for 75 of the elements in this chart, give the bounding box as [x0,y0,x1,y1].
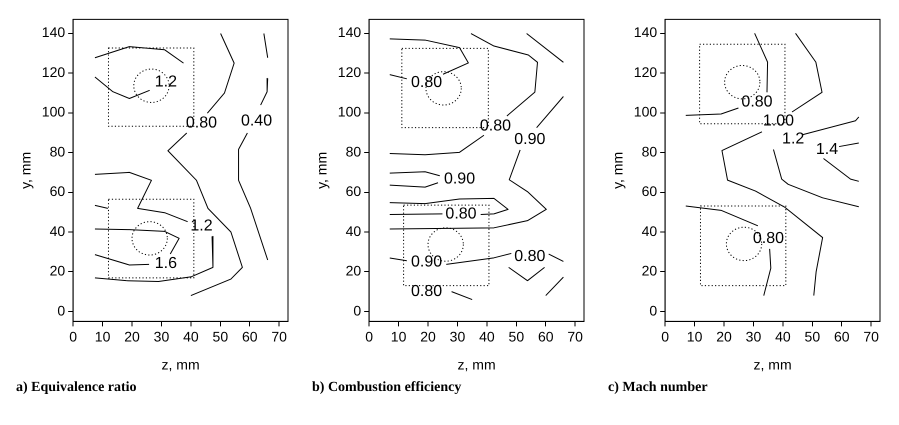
y-tick-label: 80 [642,143,658,160]
y-axis-title: y, mm [313,152,330,189]
y-tick-label: 0 [353,302,362,318]
y-tick-label: 100 [338,104,362,120]
y-tick-label: 100 [634,104,658,120]
x-axis-title: z, mm [754,356,792,372]
y-axis-title: y, mm [17,152,34,189]
x-tick-label: 20 [124,328,140,345]
text: b) Combustion efficiency [312,380,462,396]
x-axis-title: z, mm [162,356,200,372]
y-axis-title: y, mm [609,152,626,189]
annotation: 1.2 [154,73,178,90]
y-tick-label: 100 [42,104,66,120]
y-tick-label: 60 [642,183,658,200]
annotation: 0.80 [186,114,218,132]
annotation: 0.80 [410,283,442,300]
x-tick-label: 0 [365,328,374,345]
annotation: 0.80 [445,205,477,222]
y-tick-label: 140 [338,24,362,40]
y-tick-label: 120 [338,64,362,80]
y-tick-label: 60 [50,183,66,200]
annotation: 1.00 [762,112,794,130]
y-tick-label: 140 [634,24,658,40]
x-tick-label: 70 [863,328,880,345]
y-tick-label: 120 [42,64,66,80]
annotation: 0.80 [752,230,784,247]
annotation: 0.90 [444,170,476,188]
x-tick-label: 40 [479,328,495,345]
y-tick-label: 0 [57,302,66,318]
y-tick-label: 80 [346,143,362,160]
x-tick-label: 0 [661,328,670,345]
x-tick-label: 10 [94,328,111,345]
annotation: 1.4 [816,140,838,158]
x-tick-label: 50 [508,328,524,345]
annotation: 0.80 [514,248,546,265]
x-axis-title: z, mm [458,356,496,372]
y-tick-label: 20 [642,262,658,279]
text: c) Mach number [608,380,709,396]
annotation: 0.40 [240,112,272,130]
annotation: 0.80 [410,74,442,91]
x-tick-label: 20 [716,328,732,345]
y-tick-label: 40 [642,222,658,239]
x-tick-label: 60 [538,328,554,345]
annotation: 0.80 [480,118,512,135]
y-tick-label: 40 [50,222,66,239]
text: a) Equivalence ratio [16,380,138,396]
x-tick-label: 10 [390,328,407,345]
y-tick-label: 120 [634,64,658,80]
annotation: 0.90 [410,254,442,271]
x-tick-label: 10 [686,328,703,345]
x-tick-label: 60 [834,328,850,345]
annotation: 1.6 [154,255,178,272]
x-tick-label: 60 [242,328,258,345]
annotation: 1.2 [190,217,213,234]
x-tick-label: 30 [746,328,762,345]
y-tick-label: 0 [649,302,658,318]
x-tick-label: 0 [69,328,78,345]
x-tick-label: 70 [567,328,584,345]
x-tick-label: 40 [183,328,199,345]
x-tick-label: 50 [804,328,820,345]
y-tick-label: 60 [346,183,362,200]
y-tick-label: 20 [346,262,362,279]
x-tick-label: 20 [420,328,436,345]
y-tick-label: 40 [346,222,362,239]
annotation: 0.90 [514,131,546,148]
x-tick-label: 70 [271,328,288,345]
y-tick-label: 140 [42,24,66,40]
annotation: 0.80 [741,93,773,110]
annotation: 1.2 [782,130,804,148]
y-tick-label: 80 [50,143,66,160]
x-tick-label: 30 [450,328,466,345]
x-tick-label: 30 [154,328,170,345]
x-tick-label: 40 [775,328,791,345]
x-tick-label: 50 [212,328,228,345]
y-tick-label: 20 [50,262,66,279]
